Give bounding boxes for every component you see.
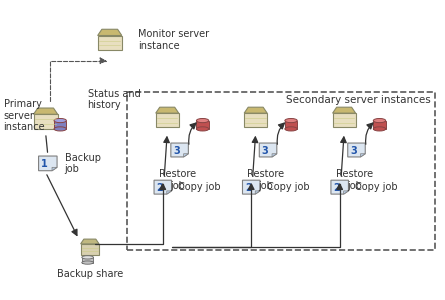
FancyBboxPatch shape bbox=[244, 113, 267, 127]
Ellipse shape bbox=[54, 118, 66, 123]
Polygon shape bbox=[39, 156, 57, 171]
Text: 3: 3 bbox=[262, 146, 268, 156]
Text: Restore
job: Restore job bbox=[159, 169, 196, 191]
Text: Copy job: Copy job bbox=[355, 182, 398, 192]
Text: Backup
job: Backup job bbox=[65, 153, 101, 174]
Text: 2: 2 bbox=[157, 183, 163, 193]
FancyBboxPatch shape bbox=[332, 113, 356, 127]
Text: Monitor server
instance: Monitor server instance bbox=[138, 29, 210, 51]
Polygon shape bbox=[272, 154, 277, 157]
Text: 3: 3 bbox=[350, 146, 357, 156]
Polygon shape bbox=[81, 239, 99, 244]
Polygon shape bbox=[52, 167, 57, 171]
Polygon shape bbox=[97, 29, 122, 35]
Text: Secondary server instances: Secondary server instances bbox=[286, 95, 430, 105]
Text: Restore
job: Restore job bbox=[247, 169, 284, 191]
Text: Restore
job: Restore job bbox=[336, 169, 373, 191]
Text: Copy job: Copy job bbox=[178, 182, 221, 192]
Ellipse shape bbox=[196, 127, 209, 131]
FancyBboxPatch shape bbox=[54, 121, 66, 129]
Polygon shape bbox=[171, 143, 188, 157]
Polygon shape bbox=[255, 191, 260, 194]
Ellipse shape bbox=[82, 261, 93, 264]
Polygon shape bbox=[344, 191, 348, 194]
FancyBboxPatch shape bbox=[196, 121, 209, 129]
Ellipse shape bbox=[82, 256, 93, 259]
Text: 2: 2 bbox=[245, 183, 251, 193]
Text: Copy job: Copy job bbox=[267, 182, 309, 192]
FancyBboxPatch shape bbox=[373, 121, 386, 129]
Polygon shape bbox=[184, 154, 188, 157]
FancyBboxPatch shape bbox=[33, 114, 58, 129]
Polygon shape bbox=[331, 180, 348, 194]
Ellipse shape bbox=[373, 118, 386, 123]
Ellipse shape bbox=[54, 127, 66, 131]
FancyBboxPatch shape bbox=[82, 257, 93, 262]
Polygon shape bbox=[154, 180, 172, 194]
FancyBboxPatch shape bbox=[285, 121, 297, 129]
Ellipse shape bbox=[285, 118, 297, 123]
Ellipse shape bbox=[196, 118, 209, 123]
Polygon shape bbox=[348, 143, 365, 157]
Polygon shape bbox=[243, 180, 260, 194]
Text: Status and
history: Status and history bbox=[88, 89, 140, 110]
Text: 3: 3 bbox=[173, 146, 180, 156]
Text: Primary
server
instance: Primary server instance bbox=[4, 99, 45, 132]
Polygon shape bbox=[259, 143, 277, 157]
Ellipse shape bbox=[285, 127, 297, 131]
Polygon shape bbox=[156, 107, 179, 113]
FancyBboxPatch shape bbox=[97, 35, 122, 50]
FancyBboxPatch shape bbox=[81, 244, 99, 255]
Text: 1: 1 bbox=[41, 159, 48, 169]
FancyBboxPatch shape bbox=[156, 113, 179, 127]
Polygon shape bbox=[33, 108, 58, 114]
Text: Backup share: Backup share bbox=[57, 269, 123, 279]
Text: 2: 2 bbox=[333, 183, 340, 193]
Polygon shape bbox=[332, 107, 356, 113]
Polygon shape bbox=[360, 154, 365, 157]
Ellipse shape bbox=[373, 127, 386, 131]
Polygon shape bbox=[167, 191, 172, 194]
Polygon shape bbox=[244, 107, 267, 113]
